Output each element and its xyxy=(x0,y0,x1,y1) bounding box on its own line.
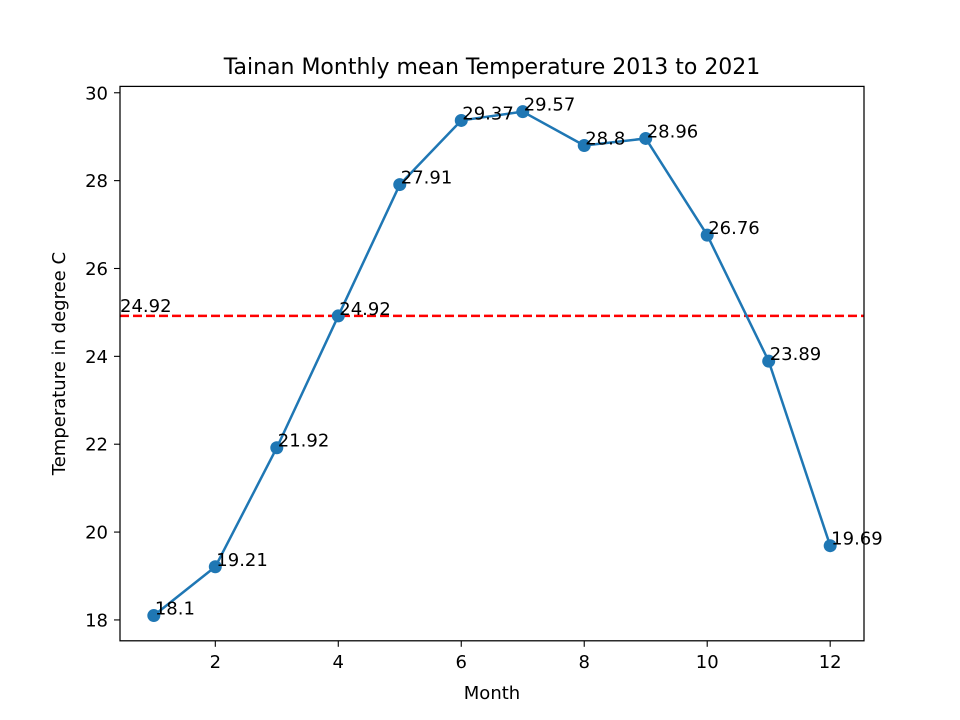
x-axis-title: Month xyxy=(464,683,520,704)
data-label: 29.37 xyxy=(462,103,514,124)
data-label: 19.21 xyxy=(216,550,268,571)
x-tick-label: 10 xyxy=(696,652,719,673)
y-tick-label: 24 xyxy=(85,347,108,368)
y-axis-title: Temperature in degree C xyxy=(49,252,70,476)
data-point xyxy=(393,178,407,192)
x-axis: 2 4 6 8 10 12 xyxy=(210,640,842,673)
data-label: 28.8 xyxy=(585,128,625,149)
y-tick-label: 22 xyxy=(85,435,108,456)
y-tick-label: 18 xyxy=(85,610,108,631)
data-label: 29.57 xyxy=(524,95,576,116)
data-point xyxy=(270,441,284,455)
x-tick-label: 4 xyxy=(333,652,344,673)
y-tick-label: 28 xyxy=(85,171,108,192)
series-line xyxy=(153,110,832,617)
x-tick-label: 12 xyxy=(819,652,842,673)
y-tick-label: 20 xyxy=(85,523,108,544)
data-label: 23.89 xyxy=(770,344,822,365)
data-label: 27.91 xyxy=(401,168,453,189)
data-label: 19.69 xyxy=(831,529,883,550)
data-point xyxy=(454,113,468,127)
data-point xyxy=(639,131,653,145)
x-tick-label: 6 xyxy=(456,652,467,673)
data-point xyxy=(577,138,591,152)
data-point xyxy=(762,354,776,368)
data-point xyxy=(331,309,345,323)
data-point xyxy=(823,539,837,553)
mean-reference-label: 24.92 xyxy=(120,296,172,317)
data-point xyxy=(147,609,161,623)
data-point xyxy=(208,560,222,574)
y-tick-label: 26 xyxy=(85,259,108,280)
y-axis: 18 20 22 24 26 28 30 xyxy=(85,83,120,631)
axes-frame xyxy=(119,85,865,642)
data-label: 28.96 xyxy=(647,121,699,142)
x-tick-label: 2 xyxy=(210,652,221,673)
x-tick-label: 8 xyxy=(579,652,590,673)
data-label: 21.92 xyxy=(278,431,330,452)
data-label: 26.76 xyxy=(708,218,760,239)
data-point xyxy=(700,228,714,242)
plot-area: 24.92 18.1 19.21 21.92 24.92 27.91 29.37 29.57 2… xyxy=(120,95,883,623)
y-tick-label: 30 xyxy=(85,83,108,104)
data-label: 18.1 xyxy=(155,599,195,620)
data-label: 24.92 xyxy=(339,299,391,320)
chart-title: Tainan Monthly mean Temperature 2013 to … xyxy=(223,55,761,80)
data-point xyxy=(516,105,530,119)
